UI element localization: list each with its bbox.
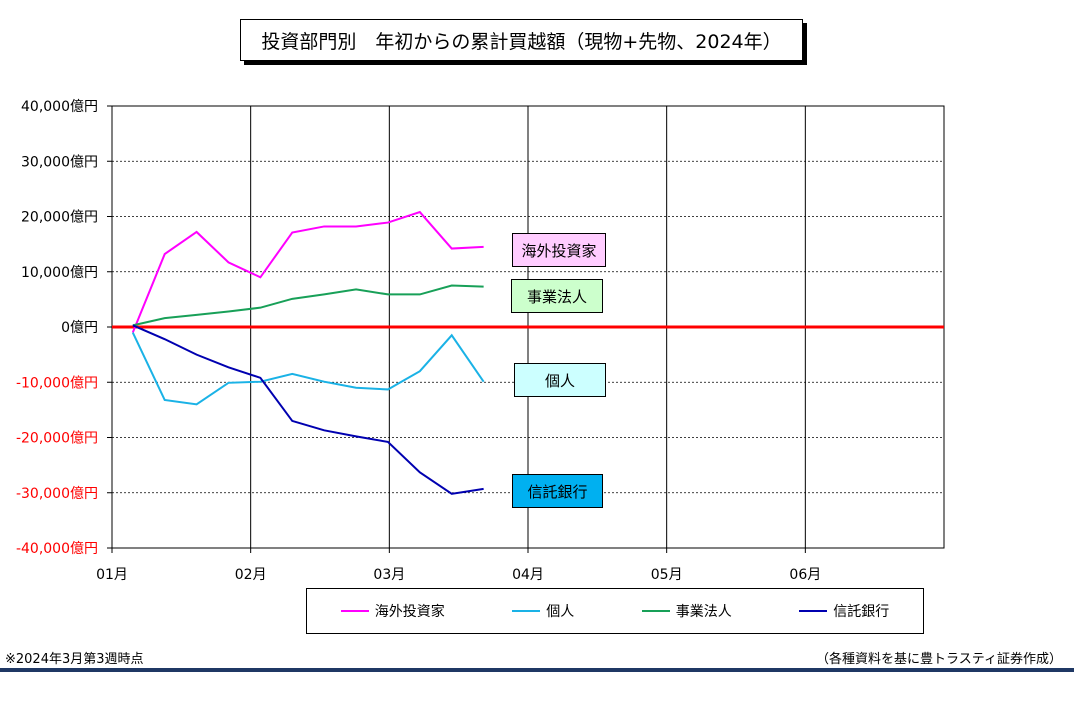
legend-item: 海外投資家 <box>340 601 445 621</box>
y-tick-label: 10,000億円 <box>21 265 98 281</box>
legend-item: 信託銀行 <box>799 601 889 621</box>
series-line <box>132 284 484 327</box>
legend-swatch <box>641 610 670 612</box>
y-tick-label: 0億円 <box>61 320 98 336</box>
series-line <box>131 332 485 406</box>
series-tag-overseas: 海外投資家 <box>512 233 606 267</box>
legend-item: 個人 <box>512 601 574 621</box>
x-tick-label: 03月 <box>373 567 405 583</box>
legend-swatch <box>340 610 369 612</box>
chart-title: 投資部門別 年初からの累計買越額（現物+先物、2024年） <box>240 19 803 61</box>
x-tick-label: 05月 <box>651 567 683 583</box>
legend-label: 海外投資家 <box>374 604 445 620</box>
y-tick-label: 20,000億円 <box>21 210 98 226</box>
x-tick-label: 04月 <box>512 567 544 583</box>
series-tag-corporate: 事業法人 <box>511 279 603 313</box>
x-tick-label: 02月 <box>235 567 267 583</box>
series-tag-trust-bank: 信託銀行 <box>512 474 603 508</box>
series-line <box>132 324 484 495</box>
y-tick-label: -10,000億円 <box>16 375 98 391</box>
bottom-rule <box>0 668 1074 672</box>
legend-label: 個人 <box>546 604 575 620</box>
footnote-date: ※2024年3月第3週時点 <box>5 652 144 667</box>
x-tick-label: 06月 <box>789 567 821 583</box>
y-tick-label: -30,000億円 <box>16 486 98 502</box>
series-line <box>131 210 484 333</box>
y-tick-label: 40,000億円 <box>21 99 98 115</box>
y-tick-label: 30,000億円 <box>21 154 98 170</box>
x-tick-label: 01月 <box>96 567 128 583</box>
legend-swatch <box>799 610 828 612</box>
legend-item: 事業法人 <box>641 601 732 621</box>
series-tag-individual: 個人 <box>514 363 606 397</box>
y-tick-label: -20,000億円 <box>16 431 98 447</box>
legend-swatch <box>512 610 541 612</box>
legend-label: 事業法人 <box>675 604 732 620</box>
legend-label: 信託銀行 <box>833 604 890 620</box>
chart-legend: 海外投資家 個人 事業法人 信託銀行 <box>306 588 924 634</box>
footnote-source: （各種資料を基に豊トラスティ証券作成） <box>816 652 1062 667</box>
y-tick-label: -40,000億円 <box>16 541 98 557</box>
